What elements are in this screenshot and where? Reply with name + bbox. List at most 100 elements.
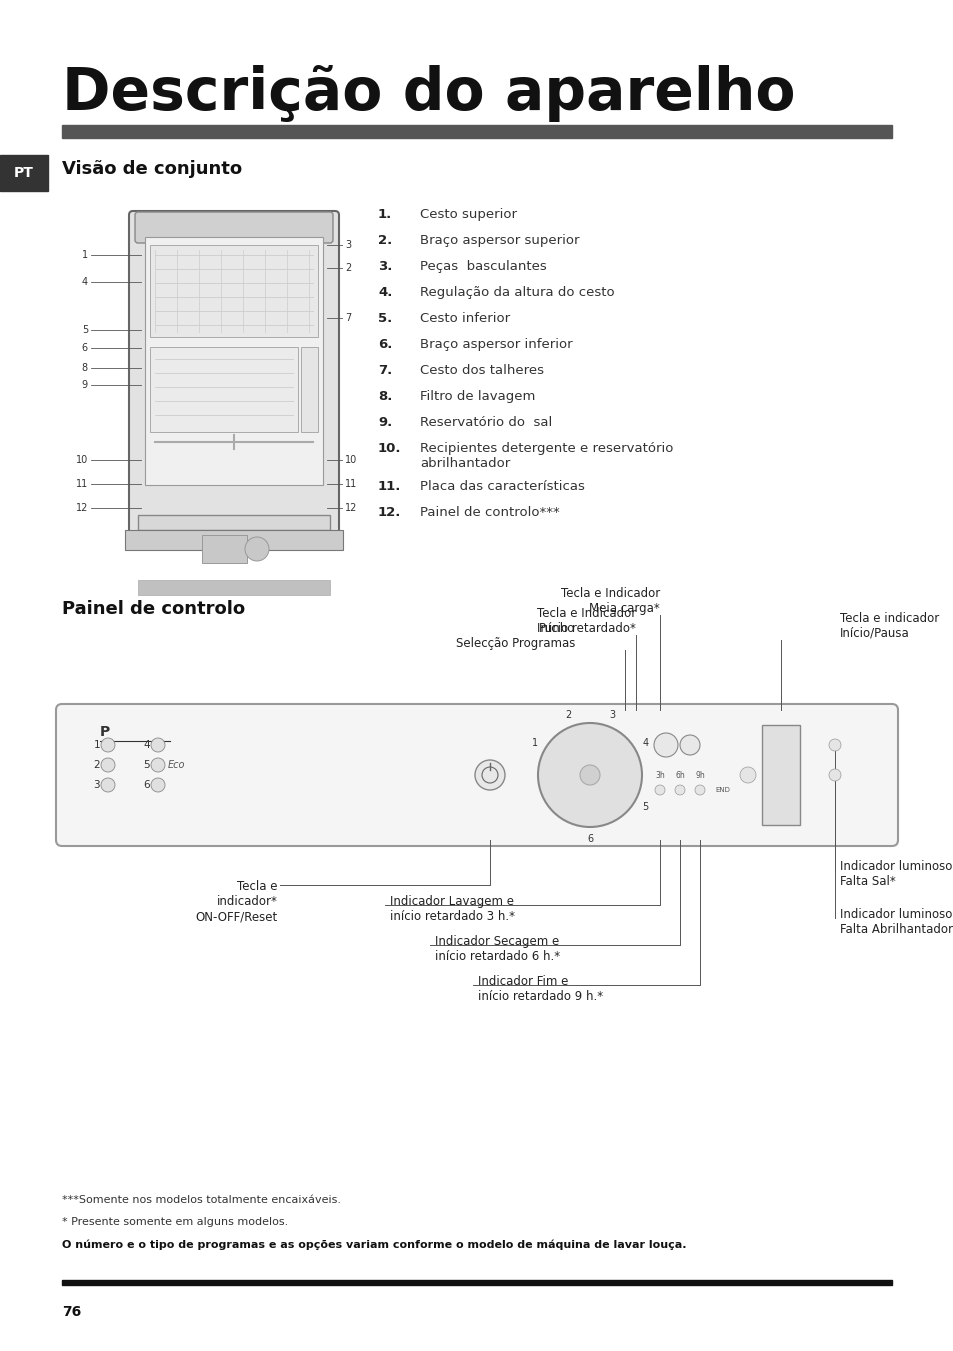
Text: Indicador luminoso
Falta Abrilhantador*: Indicador luminoso Falta Abrilhantador*: [840, 908, 953, 936]
Circle shape: [679, 735, 700, 755]
Text: 6h: 6h: [675, 770, 684, 780]
Text: * Presente somente em alguns modelos.: * Presente somente em alguns modelos.: [62, 1217, 288, 1227]
Text: Tecla e indicador
Início/Pausa: Tecla e indicador Início/Pausa: [840, 612, 939, 640]
Text: 1: 1: [93, 740, 100, 750]
Text: Cesto inferior: Cesto inferior: [419, 312, 510, 326]
Text: ***Somente nos modelos totalmente encaixáveis.: ***Somente nos modelos totalmente encaix…: [62, 1196, 340, 1205]
Text: Braço aspersor superior: Braço aspersor superior: [419, 234, 578, 247]
Text: P: P: [100, 725, 111, 739]
Text: O número e o tipo de programas e as opções variam conforme o modelo de máquina d: O número e o tipo de programas e as opçõ…: [62, 1239, 686, 1250]
Text: Reservatório do  sal: Reservatório do sal: [419, 416, 552, 430]
Text: 2.: 2.: [377, 234, 392, 247]
Bar: [138, 580, 330, 594]
Text: 6: 6: [586, 834, 593, 844]
Text: 3: 3: [345, 240, 351, 250]
Text: 12: 12: [75, 503, 88, 513]
Circle shape: [654, 734, 678, 757]
Text: 10.: 10.: [377, 442, 401, 455]
Text: 5: 5: [82, 326, 88, 335]
Text: 2: 2: [564, 709, 571, 720]
FancyBboxPatch shape: [56, 704, 897, 846]
Circle shape: [579, 765, 599, 785]
Circle shape: [655, 785, 664, 794]
Text: 3h: 3h: [655, 770, 664, 780]
Text: 3: 3: [608, 709, 615, 720]
Text: 11.: 11.: [377, 480, 401, 493]
Circle shape: [151, 738, 165, 753]
Text: 10: 10: [345, 455, 356, 465]
FancyBboxPatch shape: [129, 211, 338, 539]
Text: 5.: 5.: [377, 312, 392, 326]
Text: 12.: 12.: [377, 507, 401, 519]
Bar: [150, 347, 297, 432]
Text: Peças  basculantes: Peças basculantes: [419, 259, 546, 273]
Text: Eco: Eco: [168, 761, 185, 770]
Circle shape: [151, 778, 165, 792]
Text: 11: 11: [75, 480, 88, 489]
Text: Cesto superior: Cesto superior: [419, 208, 517, 222]
Text: 3: 3: [93, 780, 100, 790]
Circle shape: [151, 758, 165, 771]
Text: Tecla e
indicador*
ON-OFF/Reset: Tecla e indicador* ON-OFF/Reset: [195, 880, 277, 923]
Text: 4.: 4.: [377, 286, 392, 299]
FancyBboxPatch shape: [135, 212, 333, 243]
Text: 2: 2: [345, 263, 351, 273]
Text: 6: 6: [82, 343, 88, 353]
Text: 9: 9: [82, 380, 88, 390]
Text: 76: 76: [62, 1305, 81, 1319]
Circle shape: [828, 739, 841, 751]
Bar: [145, 236, 323, 485]
Text: PT: PT: [14, 166, 34, 180]
Text: 11: 11: [345, 480, 356, 489]
Bar: [202, 535, 247, 563]
Text: 9h: 9h: [695, 770, 704, 780]
Text: 5: 5: [641, 802, 648, 812]
Circle shape: [101, 738, 115, 753]
Text: >||: >||: [773, 738, 788, 748]
Bar: [62, 126, 891, 138]
Text: Visão de conjunto: Visão de conjunto: [62, 159, 242, 178]
Text: 4: 4: [143, 740, 150, 750]
Bar: [150, 245, 317, 336]
Text: Indicador Fim e
início retardado 9 h.*: Indicador Fim e início retardado 9 h.*: [477, 975, 602, 1002]
Bar: [301, 347, 317, 432]
Text: Punho
Selecção Programas: Punho Selecção Programas: [456, 621, 575, 650]
Circle shape: [675, 785, 684, 794]
Circle shape: [740, 767, 755, 784]
Text: Indicador luminoso
Falta Sal*: Indicador luminoso Falta Sal*: [840, 861, 951, 888]
Text: 12: 12: [345, 503, 357, 513]
Text: Tecla e Indicador
Início retardado*: Tecla e Indicador Início retardado*: [537, 607, 636, 635]
Circle shape: [537, 723, 641, 827]
Text: 10: 10: [75, 455, 88, 465]
Bar: [125, 530, 343, 550]
Bar: [0, 155, 48, 190]
Text: 8.: 8.: [377, 390, 392, 403]
Text: Descrição do aparelho: Descrição do aparelho: [62, 65, 795, 122]
Text: Cesto dos talheres: Cesto dos talheres: [419, 363, 543, 377]
Text: Indicador Secagem e
início retardado 6 h.*: Indicador Secagem e início retardado 6 h…: [435, 935, 559, 963]
Circle shape: [101, 758, 115, 771]
Text: 4: 4: [82, 277, 88, 286]
Text: END: END: [714, 788, 729, 793]
Text: 5: 5: [143, 761, 150, 770]
Text: 1: 1: [82, 250, 88, 259]
Text: 6.: 6.: [377, 338, 392, 351]
Circle shape: [828, 769, 841, 781]
Circle shape: [695, 785, 704, 794]
Circle shape: [245, 536, 269, 561]
Bar: [138, 515, 330, 530]
Text: Filtro de lavagem: Filtro de lavagem: [419, 390, 535, 403]
Text: 4: 4: [641, 738, 648, 748]
Bar: [62, 1279, 891, 1285]
Text: 1: 1: [531, 738, 537, 748]
Text: 8: 8: [82, 363, 88, 373]
Text: Regulação da altura do cesto: Regulação da altura do cesto: [419, 286, 614, 299]
Text: 6: 6: [143, 780, 150, 790]
Bar: [761, 725, 800, 825]
Text: 7: 7: [345, 313, 351, 323]
Text: Painel de controlo: Painel de controlo: [62, 600, 245, 617]
Text: START
PAUSE: START PAUSE: [769, 753, 791, 766]
Text: Placa das características: Placa das características: [419, 480, 584, 493]
Text: 3.: 3.: [377, 259, 392, 273]
Text: Tecla e Indicador
Meia carga*: Tecla e Indicador Meia carga*: [560, 586, 659, 615]
